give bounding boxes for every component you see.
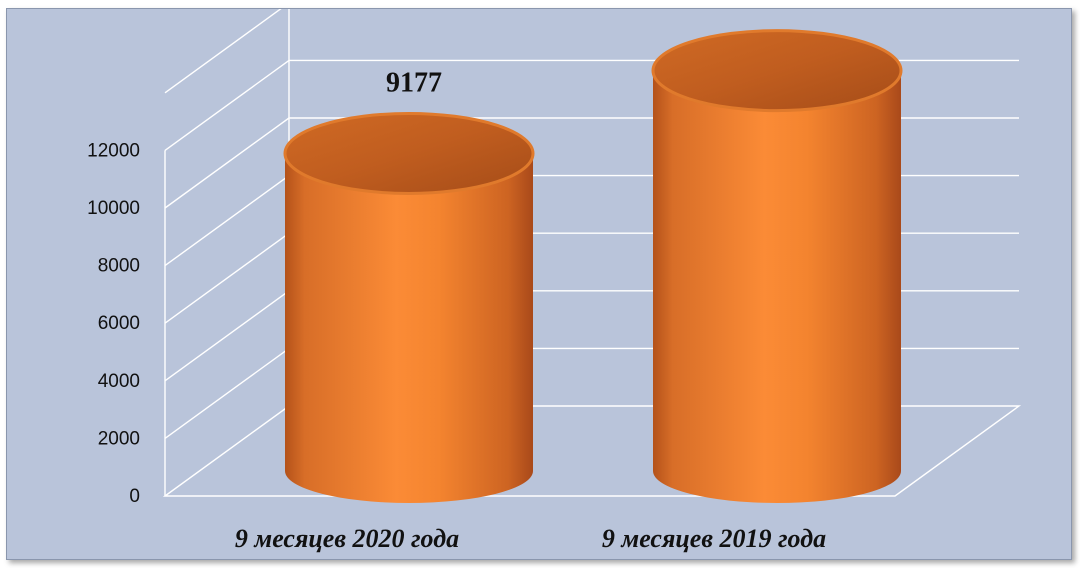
y-tick-label: 4000 bbox=[98, 371, 140, 392]
gridline-side bbox=[164, 59, 290, 151]
gridline-side bbox=[164, 347, 290, 439]
bar-top bbox=[651, 29, 903, 113]
bar-body bbox=[653, 70, 901, 503]
gridline-side bbox=[164, 117, 290, 209]
bar-top bbox=[283, 111, 535, 195]
bar-cylinder bbox=[283, 111, 535, 503]
gridline-side bbox=[164, 9, 282, 94]
y-tick-label: 2000 bbox=[98, 428, 140, 449]
y-tick-label: 0 bbox=[129, 486, 140, 507]
y-tick-label: 12000 bbox=[87, 140, 140, 161]
y-axis: 0 2000 4000 6000 8000 10000 12000 bbox=[87, 140, 140, 507]
data-label: 9177 bbox=[386, 67, 442, 98]
y-tick-label: 8000 bbox=[98, 256, 140, 277]
chart-svg: 0 2000 4000 6000 8000 10000 12000 9177 9 месяце… bbox=[87, 9, 1022, 553]
bar-cylinder bbox=[651, 29, 903, 503]
floor bbox=[162, 405, 1022, 497]
gridline-side bbox=[164, 232, 290, 324]
category-label: 9 месяцев 2019 года bbox=[602, 524, 826, 553]
y-tick-label: 10000 bbox=[87, 198, 140, 219]
bar-body bbox=[285, 153, 533, 503]
gridline-side bbox=[164, 290, 290, 382]
category-label: 9 месяцев 2020 года bbox=[235, 524, 459, 553]
gridline-side bbox=[164, 175, 290, 267]
labels-layer: 9177 9 месяцев 2020 года 11572 9 месяцев 20… bbox=[235, 9, 826, 553]
chart-frame: 0 2000 4000 6000 8000 10000 12000 9177 9 месяце… bbox=[6, 8, 1072, 560]
y-tick-label: 6000 bbox=[98, 313, 140, 334]
data-label: 11572 bbox=[748, 9, 816, 16]
bars-layer bbox=[283, 29, 903, 503]
